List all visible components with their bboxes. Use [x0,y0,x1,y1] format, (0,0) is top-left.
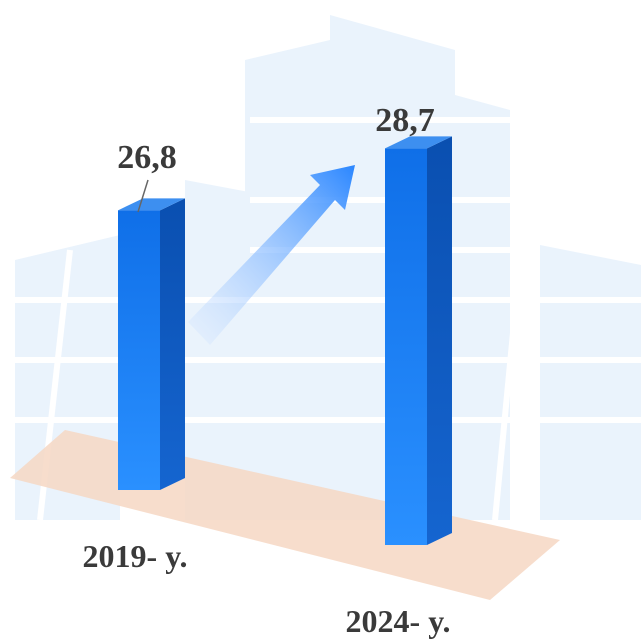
bar-side [160,198,185,490]
value-label: 26,8 [117,139,177,176]
bar-side [427,136,452,545]
bar [385,148,427,545]
value-label: 28,7 [375,102,435,139]
category-label: 2024- y. [346,603,451,639]
bar-top [118,198,185,211]
bar [118,210,160,490]
leader-line [137,179,149,213]
category-label: 2019- y. [83,538,188,574]
bar-top [385,136,452,149]
trend-arrow [188,165,355,345]
